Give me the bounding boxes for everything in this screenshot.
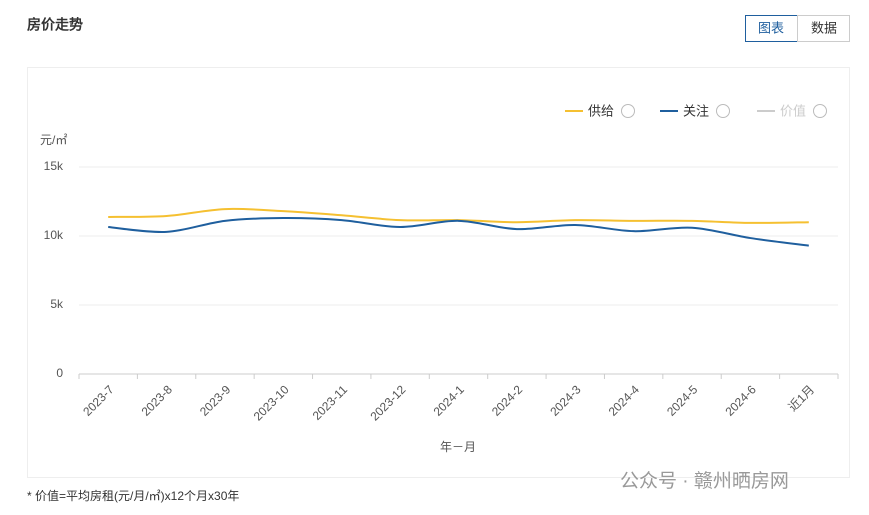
x-axis-label: 年－月 — [440, 440, 476, 454]
help-icon — [813, 104, 827, 118]
footnote: * 价值=平均房租(元/月/㎡)x12个月x30年 — [27, 488, 239, 503]
tab-chart[interactable] — [745, 15, 798, 42]
watermark: 公众号 · 赣州晒房网 — [620, 470, 789, 492]
y-tick-label: 0 — [56, 366, 63, 380]
legend-label[interactable]: 关注 — [683, 103, 709, 118]
legend-label[interactable]: 供给 — [588, 103, 614, 118]
legend-label[interactable]: 价值 — [780, 103, 806, 118]
y-tick-label: 10k — [44, 228, 64, 242]
chart-panel — [27, 67, 850, 478]
help-icon — [621, 104, 635, 118]
page-title: 房价走势 — [27, 17, 83, 33]
series-line — [108, 217, 809, 247]
y-axis-label: 元/㎡ — [40, 133, 67, 147]
tab-data[interactable] — [797, 15, 850, 42]
y-tick-label: 5k — [50, 297, 64, 311]
y-tick-label: 15k — [44, 159, 64, 173]
tab-label[interactable]: 图表 — [758, 20, 784, 35]
help-icon — [716, 104, 730, 118]
tab-label[interactable]: 数据 — [811, 20, 837, 35]
